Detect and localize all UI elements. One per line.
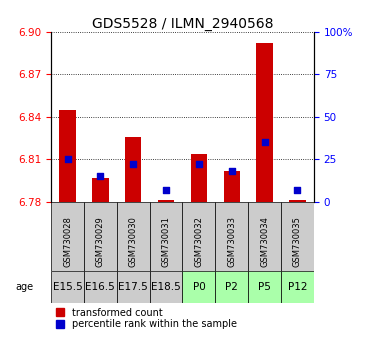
Legend: transformed count, percentile rank within the sample: transformed count, percentile rank withi…	[56, 308, 237, 330]
Bar	[223, 171, 240, 202]
Text: E16.5: E16.5	[85, 282, 115, 292]
Bar	[150, 271, 182, 303]
Bar	[59, 110, 76, 202]
Bar	[248, 202, 281, 271]
Text: P2: P2	[225, 282, 238, 292]
Bar	[191, 154, 207, 202]
Point	[97, 173, 103, 179]
Text: GSM730034: GSM730034	[260, 217, 269, 267]
Point	[163, 187, 169, 193]
Bar	[117, 202, 150, 271]
Point	[295, 187, 300, 193]
Text: E18.5: E18.5	[151, 282, 181, 292]
Bar	[248, 271, 281, 303]
Bar	[51, 271, 84, 303]
Bar	[281, 202, 314, 271]
Point	[229, 169, 235, 174]
Bar	[215, 202, 248, 271]
Bar	[182, 202, 215, 271]
Text: GSM730030: GSM730030	[129, 217, 138, 267]
Bar	[215, 271, 248, 303]
Text: GSM730031: GSM730031	[162, 217, 170, 267]
Text: P5: P5	[258, 282, 271, 292]
Point	[130, 161, 136, 167]
Text: age: age	[15, 282, 33, 292]
Text: E15.5: E15.5	[53, 282, 82, 292]
Bar	[117, 271, 150, 303]
Bar	[182, 271, 215, 303]
Bar	[289, 200, 306, 202]
Bar	[125, 137, 142, 202]
Bar	[51, 202, 84, 271]
Point	[65, 156, 70, 162]
Text: E17.5: E17.5	[118, 282, 148, 292]
Text: GSM730035: GSM730035	[293, 217, 302, 267]
Bar	[256, 43, 273, 202]
Point	[196, 161, 202, 167]
Text: GSM730032: GSM730032	[195, 217, 203, 267]
Bar	[84, 271, 117, 303]
Bar	[84, 202, 117, 271]
Text: GSM730033: GSM730033	[227, 216, 236, 267]
Text: P12: P12	[288, 282, 307, 292]
Bar	[158, 200, 174, 202]
Point	[262, 139, 268, 145]
Bar	[150, 202, 182, 271]
Bar	[281, 271, 314, 303]
Text: GSM730029: GSM730029	[96, 217, 105, 267]
Bar	[92, 178, 109, 202]
Text: P0: P0	[193, 282, 205, 292]
Title: GDS5528 / ILMN_2940568: GDS5528 / ILMN_2940568	[92, 17, 273, 31]
Text: GSM730028: GSM730028	[63, 217, 72, 267]
